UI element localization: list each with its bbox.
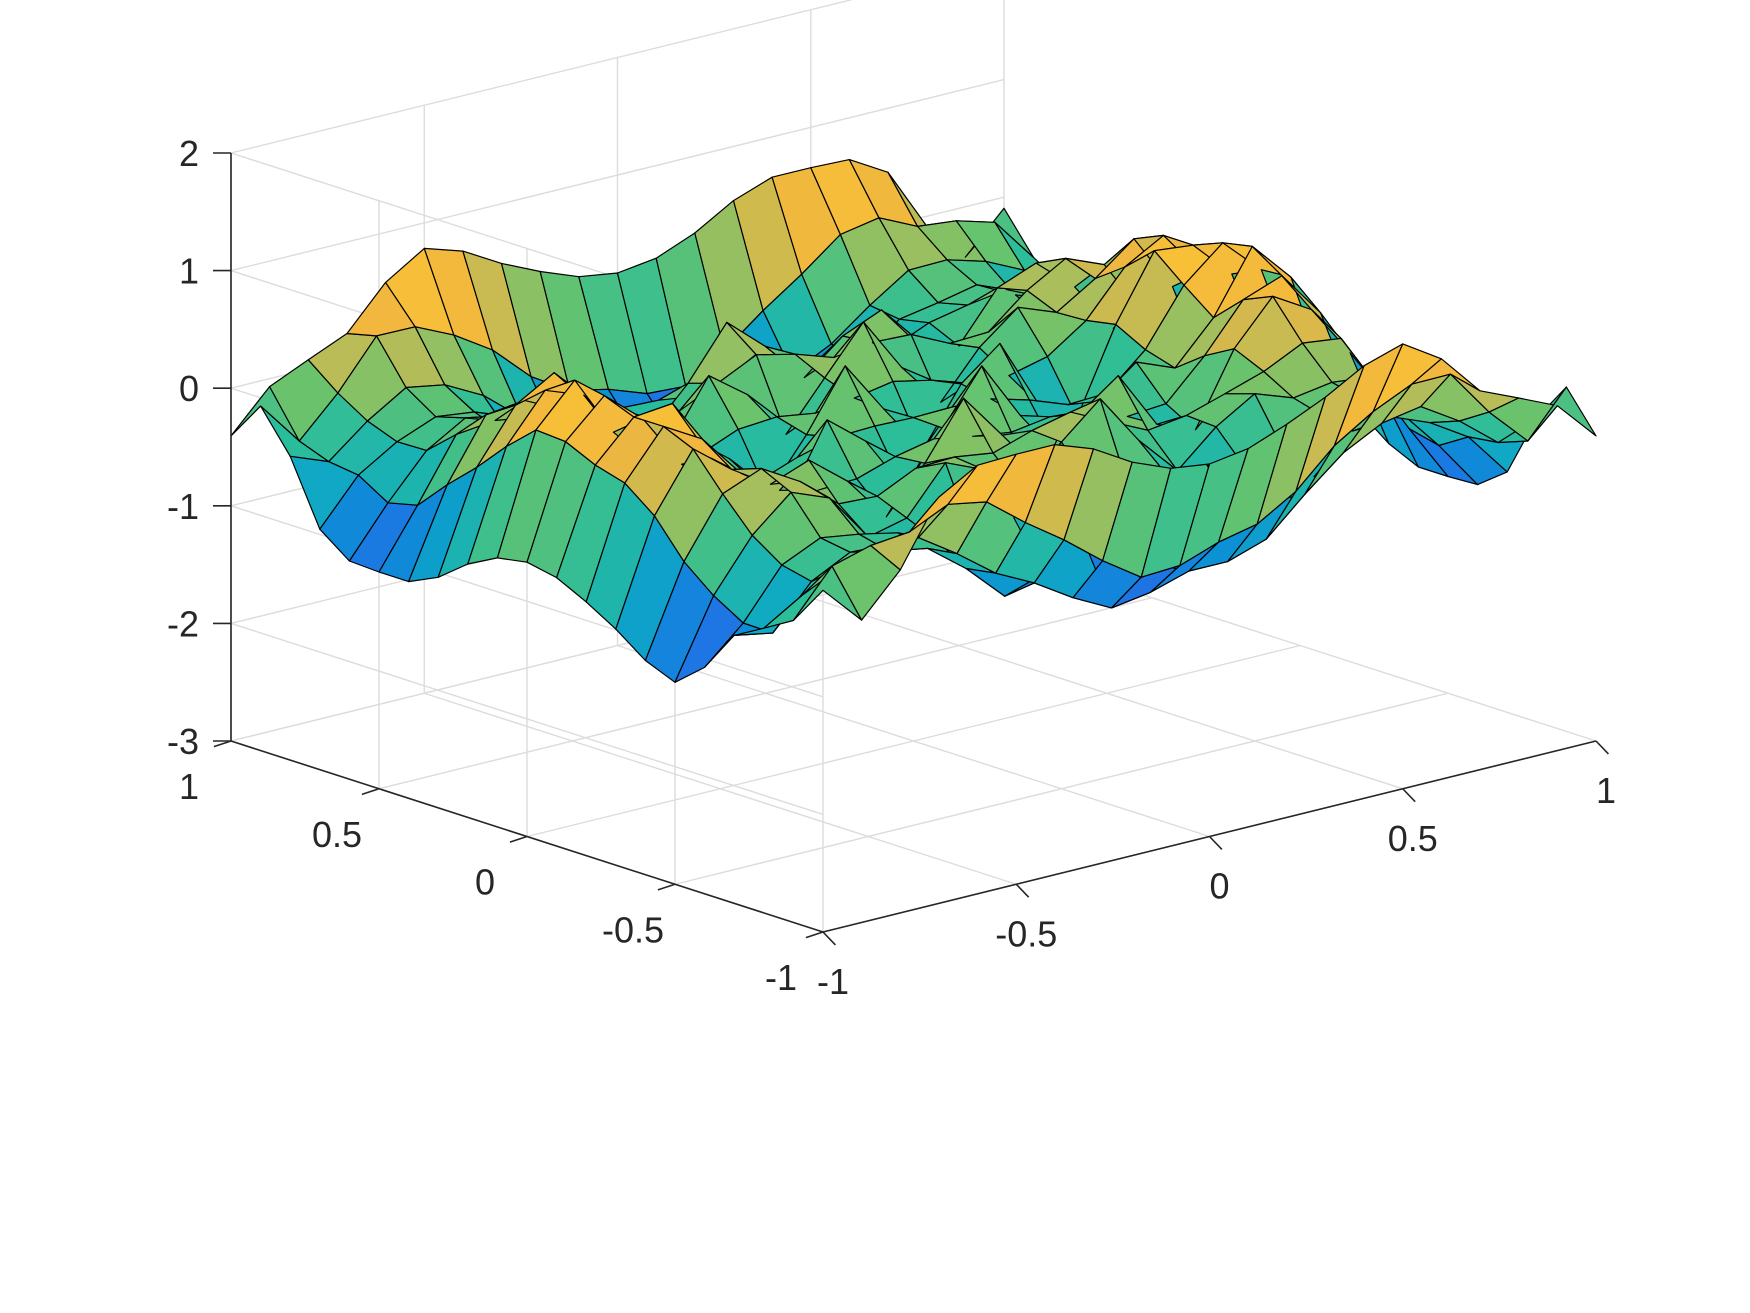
x-tick-label: 0.5 [1388, 818, 1438, 859]
y-tick-label: 0.5 [312, 814, 362, 855]
surface-mesh [230, 159, 1597, 683]
grid-line-floor-y [526, 644, 1301, 838]
y-tick-label: -1 [765, 957, 797, 998]
z-tick-label: -2 [167, 603, 199, 644]
grid-line-wall-z [230, 622, 824, 816]
y-tick-label: 0 [475, 862, 495, 903]
grid-line-floor-y [674, 692, 1449, 885]
y-tick-label: -0.5 [602, 909, 664, 950]
y-tick-mark [805, 931, 824, 939]
x-tick-mark [1402, 788, 1416, 803]
z-tick-label: 2 [179, 133, 199, 174]
z-tick-label: 1 [179, 251, 199, 292]
axes-frame [213, 152, 1609, 946]
x-tick-label: 1 [1596, 770, 1616, 811]
y-tick-mark [657, 883, 676, 891]
x-tick-label: 0 [1209, 866, 1229, 907]
x-tick-label: -0.5 [995, 913, 1057, 954]
x-tick-mark [1015, 883, 1030, 898]
z-tick-label: 0 [179, 368, 199, 409]
x-tick-mark [1208, 835, 1223, 851]
grid-line-floor-y [378, 597, 1153, 790]
y-tick-label: 1 [179, 766, 199, 807]
z-tick-label: -1 [167, 486, 199, 527]
z-tick-label: -3 [167, 721, 199, 762]
surface-patch [1527, 386, 1597, 442]
x-tick-mark [1595, 740, 1609, 755]
x-tick-mark [822, 931, 836, 946]
y-tick-mark [361, 787, 380, 796]
grid-line-wall-z [230, 0, 854, 154]
y-tick-mark [509, 835, 528, 843]
grid-line-wall-z [230, 78, 1005, 272]
x-tick-label: -1 [817, 961, 849, 1002]
y-tick-mark [213, 740, 232, 748]
